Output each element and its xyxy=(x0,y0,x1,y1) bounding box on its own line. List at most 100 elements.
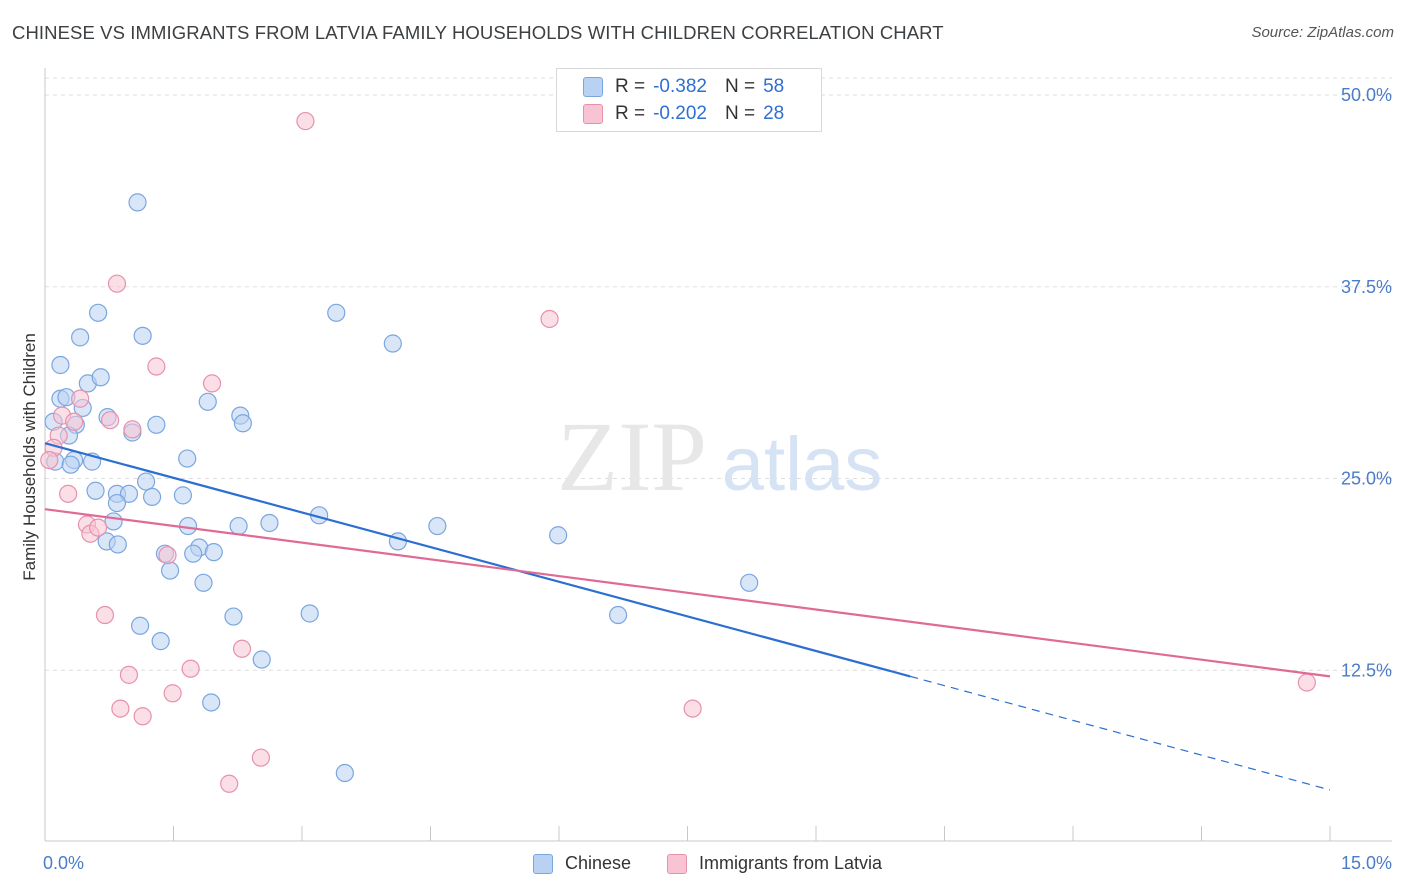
chinese-point xyxy=(51,355,70,375)
chinese-point xyxy=(260,513,279,533)
legend-label-latvia: Immigrants from Latvia xyxy=(699,853,883,873)
chinese-swatch xyxy=(583,77,603,97)
latvia-point xyxy=(71,389,90,408)
series-legend: Chinese Immigrants from Latvia xyxy=(0,851,1406,879)
latvia-point xyxy=(101,411,120,430)
chinese-point xyxy=(233,414,252,433)
chart-source: Source: ZipAtlas.com xyxy=(1251,24,1394,41)
latvia-swatch xyxy=(583,104,603,124)
latvia-point xyxy=(59,484,78,503)
watermark-zip: ZIP xyxy=(557,401,707,512)
y-tick-label: 25.0% xyxy=(1341,469,1392,489)
chinese-point xyxy=(61,455,80,474)
chinese-point xyxy=(229,516,248,536)
n-value: 58 xyxy=(763,76,785,97)
legend-row-latvia: R = -0.202 N = 28 xyxy=(583,101,784,127)
chinese-point xyxy=(107,493,127,513)
chinese-point xyxy=(173,486,193,505)
chart-title: CHINESE VS IMMIGRANTS FROM LATVIA FAMILY… xyxy=(12,22,944,43)
n-label: N = xyxy=(724,103,756,124)
chinese-point xyxy=(108,535,127,554)
chinese-point xyxy=(104,512,123,531)
chinese-point xyxy=(130,616,150,635)
chinese-point xyxy=(549,526,568,545)
chinese-point xyxy=(86,481,105,500)
latvia-point xyxy=(89,518,108,537)
y-axis-label: Family Households with Children xyxy=(20,333,39,581)
latvia-point xyxy=(147,357,166,376)
latvia-point xyxy=(133,707,152,726)
n-value: 28 xyxy=(763,103,785,124)
latvia-point xyxy=(232,639,252,658)
trend-lines xyxy=(44,442,1331,791)
latvia-point xyxy=(683,699,702,718)
chinese-point xyxy=(136,472,156,491)
latvia-point xyxy=(107,274,127,293)
r-value: -0.202 xyxy=(653,103,707,124)
chinese-point xyxy=(160,561,180,580)
latvia-point xyxy=(163,684,182,703)
r-label: R = xyxy=(615,103,646,124)
chinese-point xyxy=(142,487,162,507)
chinese-point xyxy=(91,368,110,387)
latvia-point xyxy=(111,699,130,718)
chinese-point xyxy=(388,532,408,551)
chinese-point xyxy=(428,516,447,536)
chinese-point xyxy=(224,607,243,626)
chinese-point xyxy=(740,573,759,592)
legend-label-chinese: Chinese xyxy=(565,853,632,873)
latvia-swatch xyxy=(667,853,687,874)
watermark-atlas: atlas xyxy=(722,422,883,507)
chinese-swatch xyxy=(533,853,553,874)
chinese-point xyxy=(204,543,223,562)
x-tick-label: 0.0% xyxy=(43,853,84,873)
gridlines xyxy=(45,77,1392,671)
chinese-point xyxy=(383,334,402,353)
latvia-point xyxy=(95,605,115,625)
legend-item-latvia[interactable]: Immigrants from Latvia xyxy=(667,853,882,874)
chinese-point xyxy=(194,573,213,592)
chinese-point xyxy=(151,632,170,651)
chinese-point xyxy=(133,326,152,345)
r-label: R = xyxy=(615,76,646,97)
legend-row-chinese: R = -0.382 N = 58 xyxy=(583,74,784,100)
latvia-point xyxy=(123,420,142,439)
chinese-point xyxy=(147,415,166,434)
chinese-point xyxy=(71,328,90,347)
chinese-point xyxy=(202,693,221,712)
axes xyxy=(44,68,1392,842)
tick-labels: 12.5% 25.0% 37.5% 50.0% 0.0% 15.0% xyxy=(43,85,1392,873)
watermark: ZIP atlas xyxy=(557,401,882,512)
chinese-point xyxy=(119,484,139,503)
latvia-point xyxy=(65,412,84,431)
y-tick-label: 12.5% xyxy=(1341,660,1392,680)
chinese-point xyxy=(128,193,147,212)
chinese-trend-extension xyxy=(910,675,1331,791)
r-value: -0.382 xyxy=(653,76,707,97)
latvia-point xyxy=(158,546,177,565)
chinese-point xyxy=(252,650,271,669)
chinese-point xyxy=(89,303,108,322)
chinese-point xyxy=(184,544,203,563)
chinese-point xyxy=(327,303,346,322)
n-label: N = xyxy=(724,76,756,97)
chinese-point xyxy=(178,449,197,468)
latvia-point xyxy=(251,748,270,767)
legend-item-chinese[interactable]: Chinese xyxy=(533,853,631,874)
chinese-point xyxy=(300,604,319,623)
latvia-point xyxy=(202,374,222,393)
latvia-trend-line xyxy=(44,508,1331,678)
latvia-point xyxy=(40,450,59,470)
chinese-point xyxy=(335,763,354,783)
latvia-point xyxy=(181,659,200,678)
y-tick-label: 37.5% xyxy=(1341,277,1392,297)
chinese-point xyxy=(609,605,628,625)
latvia-point xyxy=(540,309,559,329)
x-tick-label: 15.0% xyxy=(1341,853,1392,873)
latvia-point xyxy=(119,665,139,684)
y-tick-label: 50.0% xyxy=(1341,85,1392,105)
data-points xyxy=(40,111,1316,793)
stats-legend: R = -0.382 N = 58 R = -0.202 N = 28 xyxy=(556,68,822,132)
chinese-trend-line xyxy=(44,442,911,678)
